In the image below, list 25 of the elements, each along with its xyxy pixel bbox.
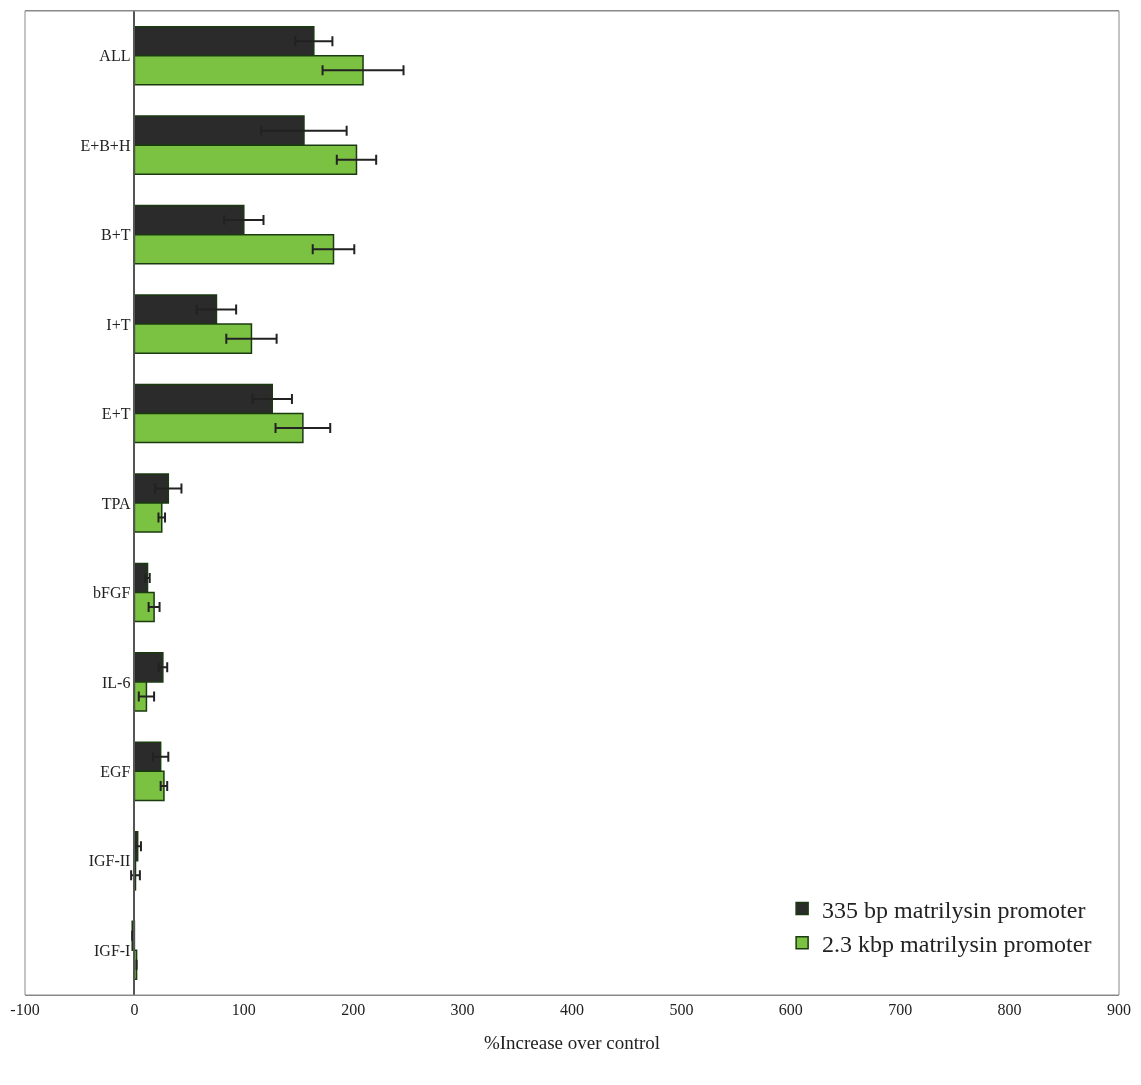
legend-label: 2.3 kbp matrilysin promoter	[822, 931, 1092, 958]
y-tick-label: IL-6	[102, 673, 131, 691]
x-tick-label: 100	[231, 1001, 256, 1019]
y-tick-label: IGF-I	[94, 941, 131, 959]
x-tick-label: 200	[341, 1001, 366, 1019]
x-tick-label: 0	[130, 1001, 139, 1019]
x-tick-label: 300	[450, 1001, 475, 1019]
y-tick-label: EGF	[100, 762, 131, 780]
x-tick-label: 500	[669, 1001, 694, 1019]
x-tick-label: 600	[778, 1001, 803, 1019]
y-tick-label: IGF-II	[88, 852, 131, 870]
y-tick-label: B+T	[100, 226, 131, 244]
y-tick-label: ALL	[99, 47, 131, 65]
y-tick-label: TPA	[101, 494, 131, 512]
legend-label: 335 bp matrilysin promoter	[822, 896, 1086, 923]
x-axis-title: %Increase over control	[483, 1032, 661, 1053]
x-tick-label: 800	[997, 1001, 1022, 1019]
y-tick-label: bFGF	[93, 584, 131, 602]
x-tick-label: 400	[560, 1001, 584, 1019]
x-tick-label: 700	[888, 1001, 913, 1019]
y-tick-label: E+B+H	[80, 136, 131, 154]
y-tick-label: E+T	[101, 405, 131, 423]
x-tick-label: -100	[10, 1001, 40, 1019]
y-tick-label: I+T	[106, 315, 131, 333]
x-tick-label: 900	[1107, 1001, 1131, 1019]
